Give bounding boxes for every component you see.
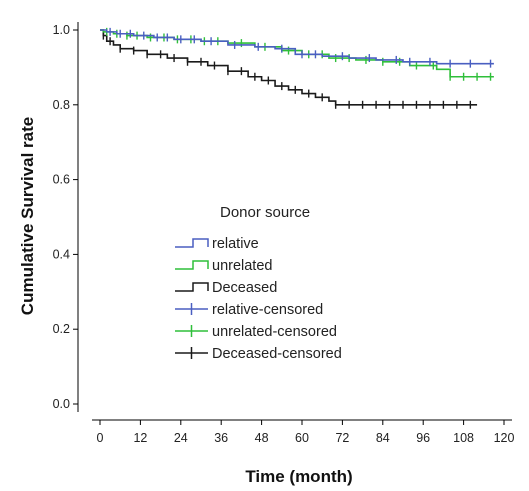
legend-entry: relative [175, 236, 259, 252]
legend-swatch [175, 282, 209, 292]
x-tick-label: 96 [416, 431, 430, 445]
legend-label: unrelated-censored [212, 324, 337, 340]
y-tick-label: 0.2 [53, 322, 70, 336]
x-tick-label: 108 [453, 431, 474, 445]
y-tick-label: 0.0 [53, 397, 70, 411]
survival-curves [100, 27, 494, 109]
legend-label: relative-censored [212, 302, 323, 318]
x-ticks: 0 12 24 36 48 60 72 84 96 108 120 [97, 420, 515, 445]
legend-entry: relative-censored [175, 302, 323, 318]
legend-label: Deceased-censored [212, 346, 342, 362]
x-tick-label: 48 [255, 431, 269, 445]
legend-label: Deceased [212, 280, 277, 296]
x-tick-label: 12 [133, 431, 147, 445]
legend-swatch [175, 260, 209, 270]
y-ticks: 0.0 0.2 0.4 0.6 0.8 1.0 [53, 23, 78, 411]
y-tick-label: 0.8 [53, 98, 70, 112]
series-deceased [100, 29, 478, 109]
x-tick-label: 60 [295, 431, 309, 445]
x-tick-label: 84 [376, 431, 390, 445]
x-tick-label: 120 [494, 431, 515, 445]
legend-entry: unrelated [175, 258, 272, 274]
y-tick-label: 0.4 [53, 247, 70, 261]
legend-title: Donor source [220, 204, 310, 221]
series-relative [100, 27, 494, 68]
axes: 0 12 24 36 48 60 72 84 96 108 120 0.0 0.2 0.4 0.6 0.8 1… [53, 22, 515, 445]
x-tick-label: 0 [97, 431, 104, 445]
y-axis-title: Cumulative Survival rate [18, 117, 37, 315]
y-tick-label: 0.6 [53, 173, 70, 187]
x-tick-label: 72 [335, 431, 349, 445]
legend-entry: Deceased [175, 280, 277, 296]
x-tick-label: 36 [214, 431, 228, 445]
legend-entries: relative unrelated Deceased relative-censor… [175, 236, 342, 362]
x-axis-title: Time (month) [245, 467, 352, 486]
legend-entry: unrelated-censored [175, 324, 337, 340]
legend-swatch [175, 238, 209, 248]
legend: Donor source relativeunrelatedDeceasedre… [175, 204, 342, 362]
y-tick-label: 1.0 [53, 23, 70, 37]
series-line [100, 29, 494, 65]
legend-entry: Deceased-censored [175, 346, 342, 362]
legend-label: unrelated [212, 258, 272, 274]
x-tick-label: 24 [174, 431, 188, 445]
legend-label: relative [212, 236, 259, 252]
